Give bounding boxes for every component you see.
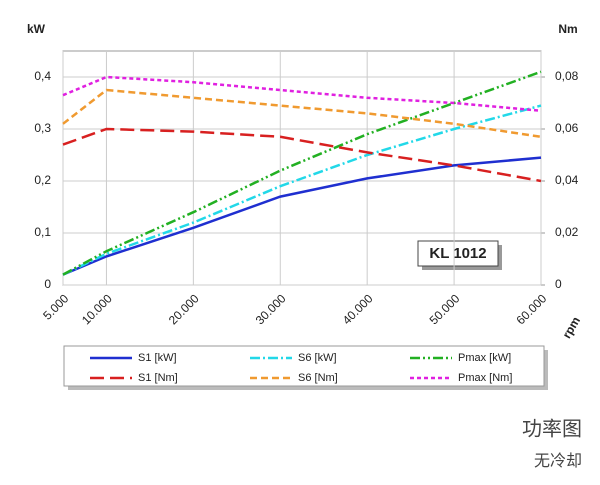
y2-axis-label: Nm xyxy=(558,22,577,36)
y2-tick-label: 0 xyxy=(555,277,562,291)
x-tick-label: 10.000 xyxy=(79,291,115,327)
y2-tick-label: 0,04 xyxy=(555,173,579,187)
x-tick-label: 60.000 xyxy=(514,291,550,327)
y2-tick-label: 0,08 xyxy=(555,69,579,83)
series-line xyxy=(62,88,542,139)
y-axis-label: kW xyxy=(27,22,46,36)
x-tick-label: 20.000 xyxy=(166,291,202,327)
annotation: KL 1012 xyxy=(429,245,486,262)
subcaption: 无冷却 xyxy=(534,452,582,470)
series-line xyxy=(62,75,542,113)
legend-label: Pmax [kW] xyxy=(458,352,511,364)
x-tick-label: 30.000 xyxy=(253,291,289,327)
caption: 功率图 xyxy=(522,417,582,440)
legend-label: S6 [Nm] xyxy=(298,372,338,384)
x-tick-label: 40.000 xyxy=(340,291,376,327)
y2-tick-label: 0,02 xyxy=(555,225,579,239)
legend-label: S6 [kW] xyxy=(298,352,337,364)
y-tick-label: 0,4 xyxy=(34,69,51,83)
y-tick-label: 0 xyxy=(44,277,51,291)
legend-label: Pmax [Nm] xyxy=(458,372,512,384)
legend-box xyxy=(63,345,545,387)
x-tick-label: 50.000 xyxy=(427,291,463,327)
series-line xyxy=(62,156,542,276)
y-tick-label: 0,3 xyxy=(34,121,51,135)
x-tick-label: 5.000 xyxy=(40,291,71,322)
legend-label: S1 [Nm] xyxy=(138,372,178,384)
y2-tick-label: 0,06 xyxy=(555,121,579,135)
series-line xyxy=(62,104,542,276)
series-line xyxy=(62,127,542,183)
x-axis-label: rpm xyxy=(560,314,583,341)
annotation-box xyxy=(417,240,499,267)
y-tick-label: 0,2 xyxy=(34,173,51,187)
y-tick-label: 0,1 xyxy=(34,225,51,239)
legend-label: S1 [kW] xyxy=(138,352,177,364)
